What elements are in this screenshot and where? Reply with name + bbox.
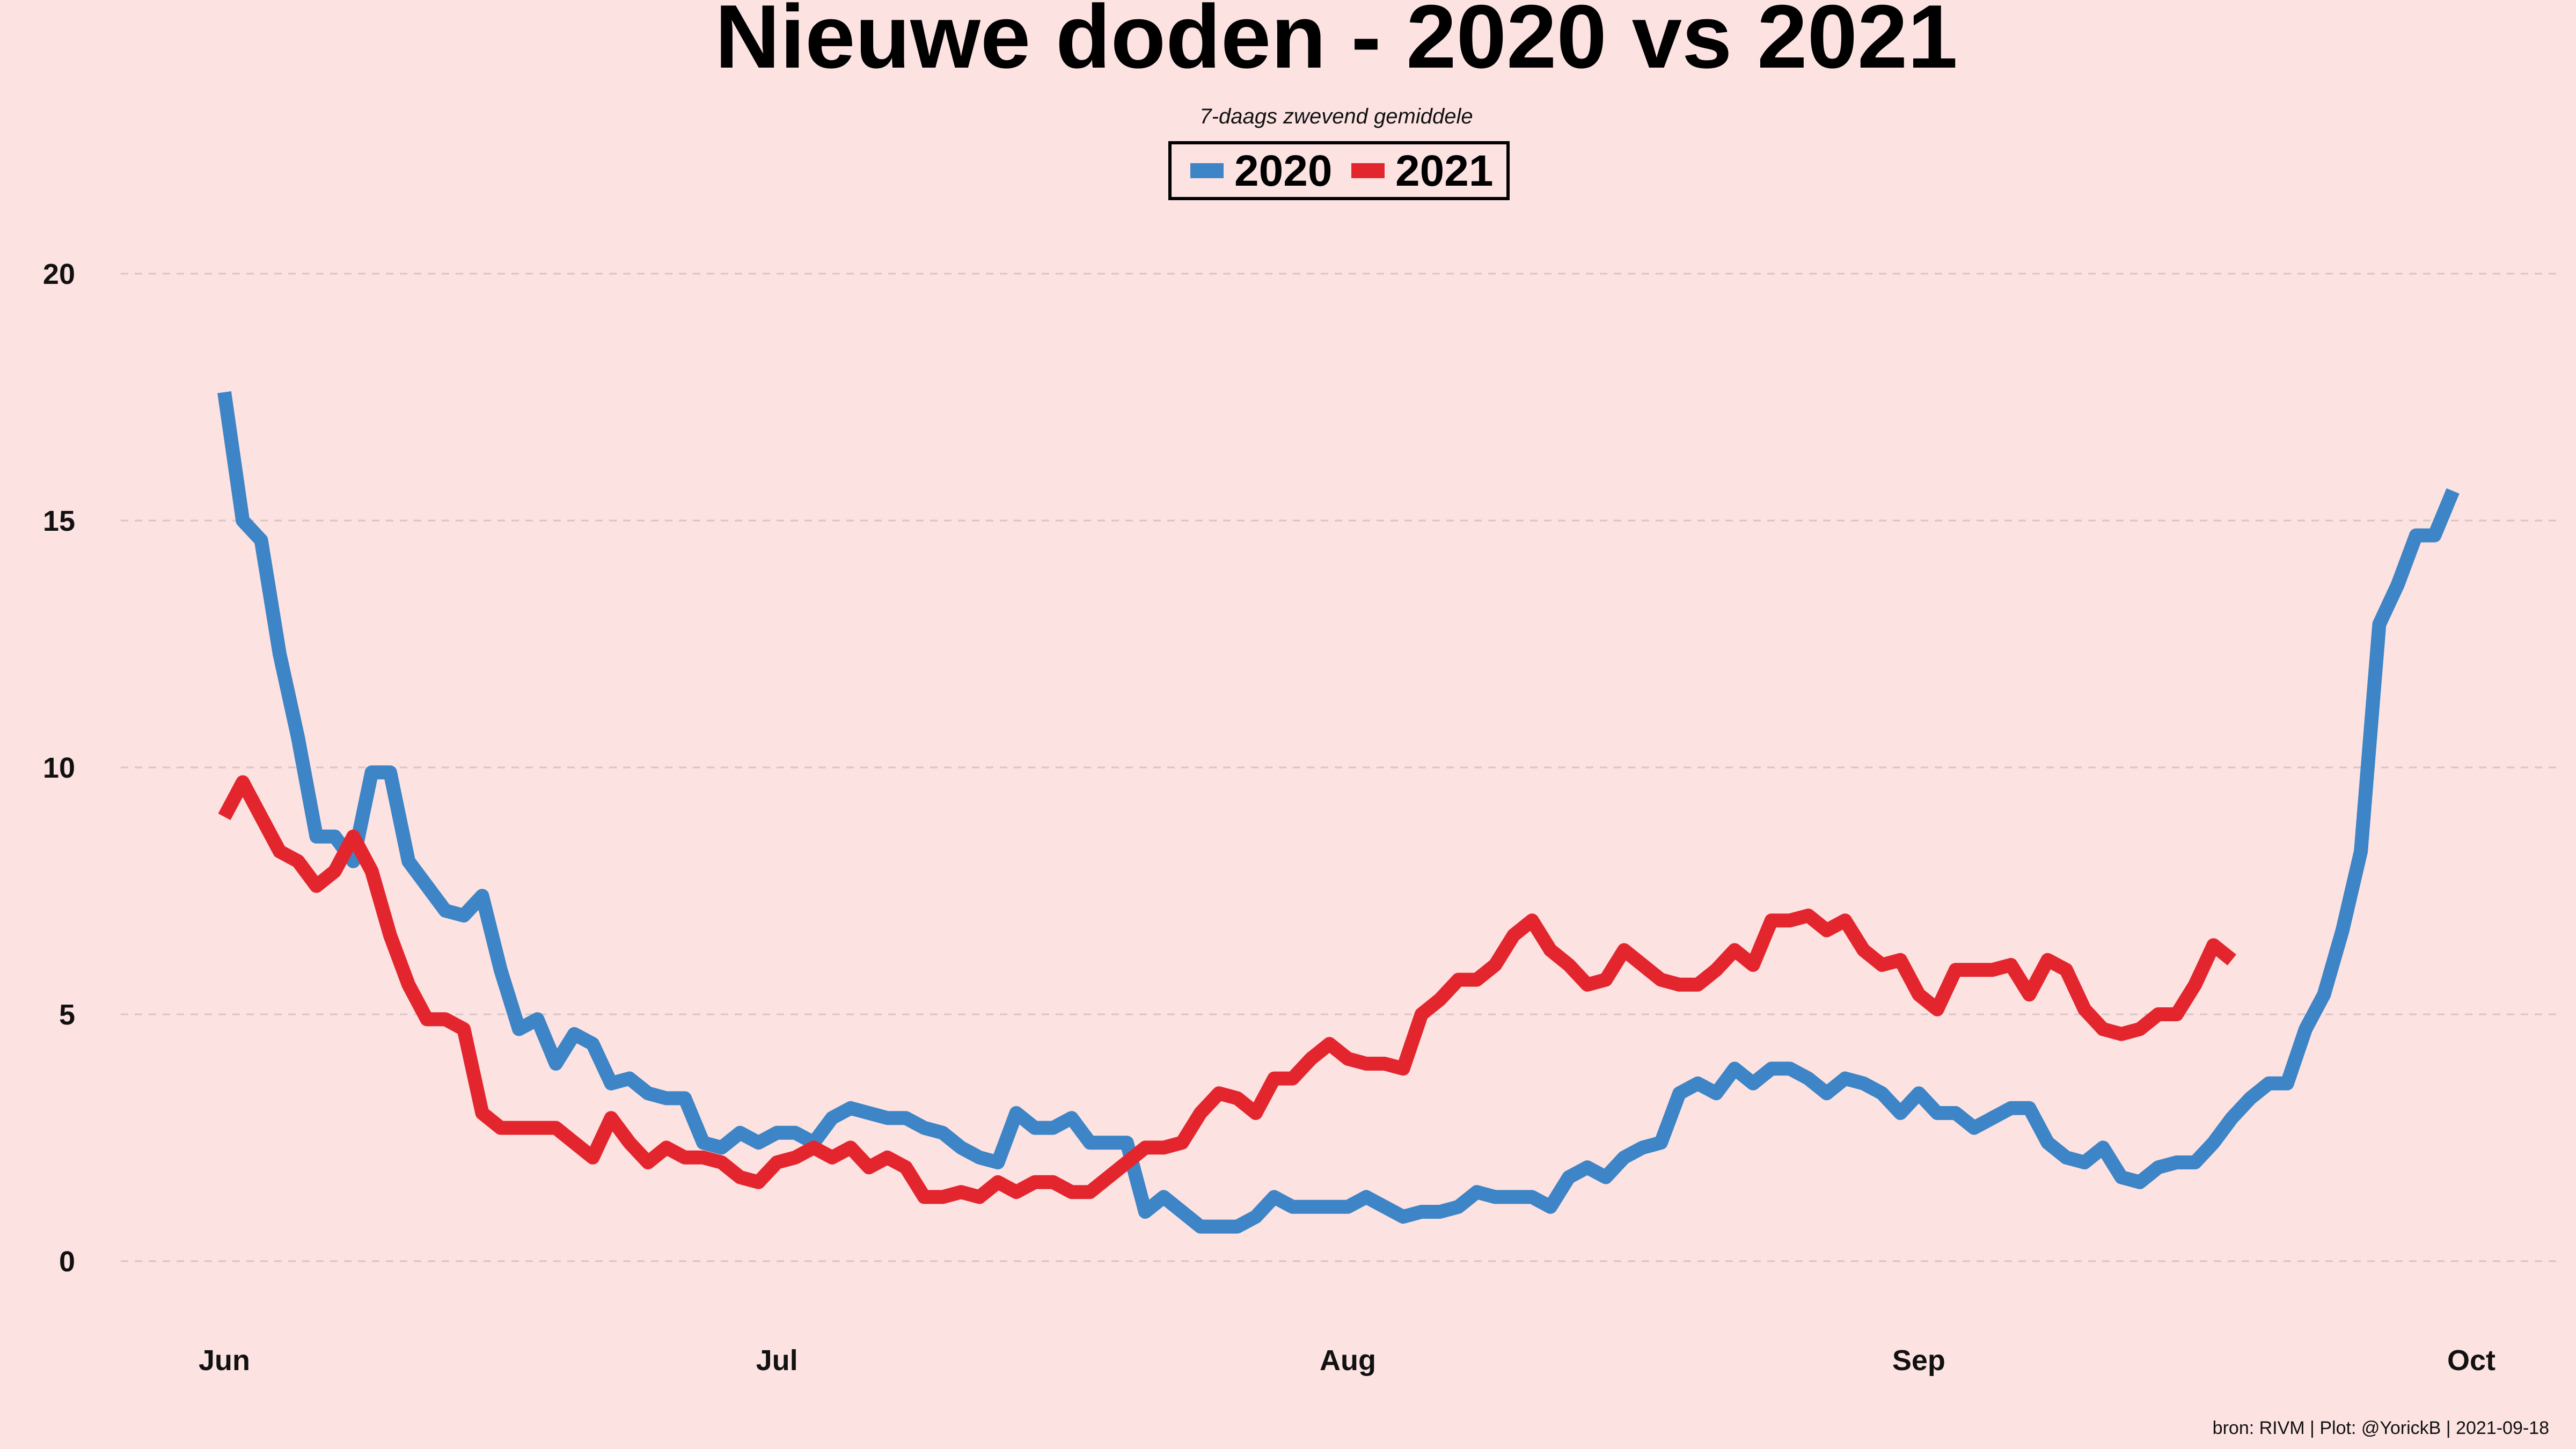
series-line-2020 [217, 391, 2460, 1234]
legend-box [1168, 141, 1510, 200]
y-tick-label: 0 [59, 1246, 75, 1278]
x-tick-label-jun: Jun [199, 1344, 250, 1377]
x-axis-ticks: Jun Jul Aug Sep Oct [199, 1344, 2496, 1377]
chart-subtitle: 7-daags zwevend gemiddele [1199, 105, 1473, 128]
series-line-2021 [218, 775, 2236, 1204]
legend: 2020 2021 [1168, 141, 1510, 200]
series-lines [217, 391, 2460, 1234]
legend-label-2020: 2020 [1234, 147, 1332, 195]
y-tick-label: 15 [43, 505, 75, 537]
x-tick-label-aug: Aug [1320, 1344, 1376, 1377]
y-axis-ticks: 0 5 10 15 20 [43, 258, 75, 1278]
grid-lines [121, 273, 2563, 1262]
x-tick-label-jul: Jul [756, 1344, 798, 1377]
x-tick-label-sep: Sep [1892, 1344, 1945, 1377]
legend-label-2021: 2021 [1395, 147, 1493, 195]
chart-title: Nieuwe doden - 2020 vs 2021 [715, 0, 1958, 87]
y-tick-label: 10 [43, 752, 75, 784]
y-tick-label: 20 [43, 258, 75, 290]
chart-caption: bron: RIVM | Plot: @YorickB | 2021-09-18 [2213, 1418, 2549, 1438]
y-tick-label: 5 [59, 999, 75, 1031]
x-tick-label-oct: Oct [2447, 1344, 2496, 1377]
